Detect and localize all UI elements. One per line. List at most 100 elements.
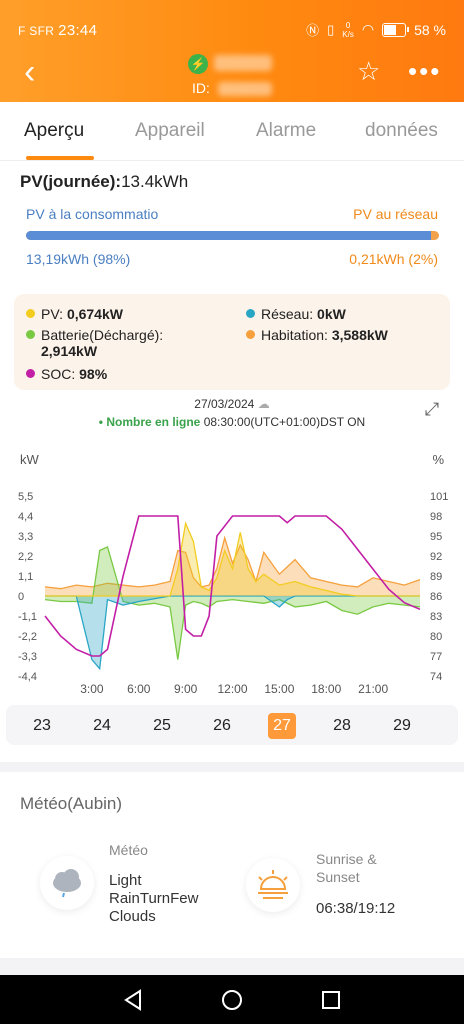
day-selector: 23 24 25 26 27 28 29 bbox=[6, 705, 458, 745]
legend-batterie: Batterie(Déchargé): 2,914kW bbox=[26, 327, 163, 359]
back-button[interactable]: ‹ bbox=[24, 53, 36, 91]
batterie-dot-icon bbox=[26, 330, 35, 339]
series-line-habitation bbox=[44, 535, 421, 590]
favorite-star-icon[interactable]: ☆ bbox=[357, 56, 381, 86]
expand-chart-icon[interactable]: ⤢ bbox=[424, 399, 440, 419]
day-25[interactable]: 25 bbox=[153, 717, 171, 734]
right-tick-label: 92 bbox=[430, 551, 442, 563]
id-value-redacted bbox=[218, 82, 272, 96]
sunrise-sunset-label: Sunrise & Sunset bbox=[316, 851, 377, 885]
vibrate-icon: ▯ bbox=[327, 21, 335, 37]
right-tick-label: 86 bbox=[430, 591, 442, 603]
left-axis-unit: kW bbox=[20, 452, 39, 467]
series-line-batterie bbox=[44, 545, 421, 660]
plant-name-redacted bbox=[214, 55, 272, 71]
status-right: Ⓝ ▯ 0 K/s ◠ 58 % bbox=[306, 20, 446, 39]
habitation-dot-icon bbox=[246, 330, 255, 339]
tab-apercu[interactable]: Aperçu bbox=[24, 120, 85, 141]
wifi-icon: ◠ bbox=[361, 21, 375, 37]
carrier-label: F SFR bbox=[18, 24, 55, 38]
pv-split-bar bbox=[26, 231, 439, 240]
series-line-réseau bbox=[45, 595, 420, 671]
left-tick-label: 2,2 bbox=[18, 551, 33, 563]
x-tick-label: 21:00 bbox=[358, 682, 388, 696]
meteo-value: Light RainTurnFew Clouds bbox=[109, 872, 199, 925]
pv-to-consumption-value: 13,19kWh (98%) bbox=[26, 251, 131, 267]
power-chart[interactable]: 5,5 4,4 3,3 2,2 1,1 0 -1,1 -2,2 -3,3 -4,4 101 98 95 9… bbox=[0, 480, 464, 705]
pv-day-label: PV(journée): bbox=[20, 172, 122, 191]
id-label: ID: bbox=[192, 80, 210, 96]
series-area-pv bbox=[45, 523, 420, 596]
online-dot-icon: • bbox=[98, 415, 103, 429]
left-tick-label: 3,3 bbox=[18, 531, 33, 543]
online-status: • Nombre en ligne 08:30:00(UTC+01:00)DST… bbox=[98, 415, 366, 429]
day-24[interactable]: 24 bbox=[93, 717, 111, 734]
status-bar: F SFR 23:44 Ⓝ ▯ 0 K/s ◠ 58 % bbox=[0, 0, 464, 60]
left-tick-label: -3,3 bbox=[18, 651, 37, 663]
tab-bar: Aperçu Appareil Alarme données bbox=[0, 102, 464, 161]
sunrise-sunset-value: 06:38/19:12 bbox=[316, 900, 396, 917]
right-tick-label: 89 bbox=[430, 571, 442, 583]
weather-title: Météo(Aubin) bbox=[20, 794, 123, 813]
battery-percent: 58 % bbox=[414, 21, 446, 38]
legend-reseau: Réseau: 0kW bbox=[246, 306, 346, 322]
chart-date: 27/03/2024 ☁ bbox=[194, 397, 270, 411]
left-tick-label: -1,1 bbox=[18, 611, 37, 623]
weather-mini-icon: ☁ bbox=[257, 397, 270, 411]
reseau-dot-icon bbox=[246, 309, 255, 318]
pv-day-value: 13.4kWh bbox=[121, 172, 189, 191]
tab-appareil[interactable]: Appareil bbox=[135, 120, 205, 141]
day-29[interactable]: 29 bbox=[393, 717, 411, 734]
android-nav-bar bbox=[0, 975, 464, 1024]
day-27[interactable]: 27 bbox=[268, 713, 296, 739]
legend-soc: SOC: 98% bbox=[26, 366, 107, 382]
left-tick-label: -4,4 bbox=[18, 671, 37, 683]
more-options-icon[interactable]: ••• bbox=[408, 56, 442, 86]
sunrise-icon bbox=[258, 870, 288, 899]
right-tick-label: 77 bbox=[430, 651, 442, 663]
sun-icon-circle bbox=[246, 858, 300, 912]
right-tick-label: 83 bbox=[430, 611, 442, 623]
meteo-label: Météo bbox=[109, 842, 148, 858]
clock: 23:44 bbox=[58, 22, 98, 39]
tab-alarme[interactable]: Alarme bbox=[256, 120, 317, 141]
pv-day-summary: PV(journée):13.4kWh bbox=[20, 172, 188, 192]
active-tab-indicator bbox=[26, 156, 94, 160]
legend-pv: PV: 0,674kW bbox=[26, 306, 123, 322]
left-tick-label: -2,2 bbox=[18, 631, 37, 643]
series-line-pv bbox=[45, 521, 420, 597]
weather-icon-circle bbox=[40, 856, 94, 910]
nav-back-icon[interactable] bbox=[120, 987, 146, 1013]
legend-habitation: Habitation: 3,588kW bbox=[246, 327, 388, 343]
pv-dot-icon bbox=[26, 309, 35, 318]
x-tick-label: 15:00 bbox=[264, 682, 294, 696]
nav-home-icon[interactable] bbox=[219, 987, 245, 1013]
x-tick-label: 3:00 bbox=[80, 682, 104, 696]
power-legend: PV: 0,674kW Réseau: 0kW Batterie(Décharg… bbox=[14, 294, 450, 390]
soc-dot-icon bbox=[26, 369, 35, 378]
day-23[interactable]: 23 bbox=[33, 717, 51, 734]
left-tick-label: 1,1 bbox=[18, 571, 33, 583]
tab-donnees[interactable]: données bbox=[365, 120, 438, 141]
left-tick-label: 4,4 bbox=[18, 511, 33, 523]
x-tick-label: 9:00 bbox=[174, 682, 198, 696]
day-28[interactable]: 28 bbox=[333, 717, 351, 734]
right-tick-label: 95 bbox=[430, 531, 442, 543]
cloud-rain-icon bbox=[53, 869, 81, 898]
pv-to-grid-value: 0,21kWh (2%) bbox=[349, 251, 438, 267]
day-26[interactable]: 26 bbox=[213, 717, 231, 734]
nfc-icon: Ⓝ bbox=[306, 23, 320, 38]
nav-recents-icon[interactable] bbox=[318, 987, 344, 1013]
x-tick-label: 18:00 bbox=[311, 682, 341, 696]
series-area-batterie bbox=[45, 546, 420, 660]
left-tick-label: 5,5 bbox=[18, 491, 33, 503]
lightning-icon: ⚡ bbox=[188, 54, 208, 74]
status-left: F SFR 23:44 bbox=[18, 22, 97, 39]
right-tick-label: 74 bbox=[430, 671, 442, 683]
pv-split-bar-fill bbox=[26, 231, 431, 240]
battery-icon bbox=[382, 22, 410, 37]
series-line-soc bbox=[44, 515, 421, 657]
left-tick-label: 0 bbox=[18, 591, 24, 603]
x-tick-label: 6:00 bbox=[127, 682, 151, 696]
series-area-réseau bbox=[45, 596, 420, 669]
